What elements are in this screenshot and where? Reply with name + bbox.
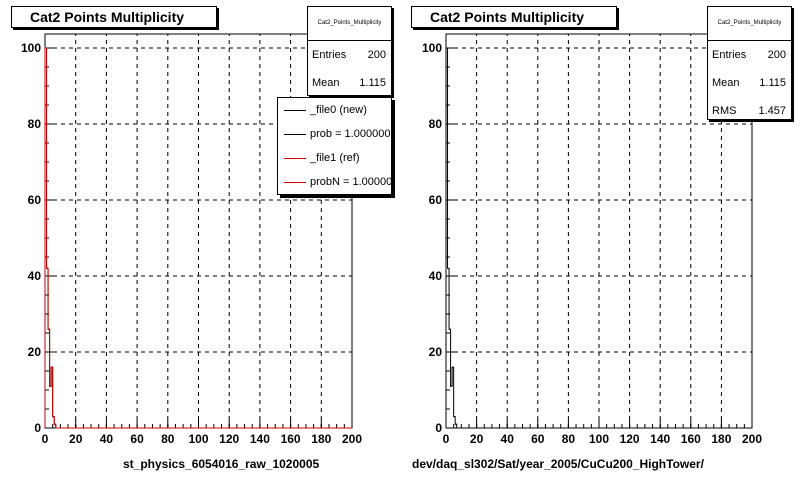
x-tick-label: 60 xyxy=(130,432,144,446)
stats-label: Entries xyxy=(712,49,747,61)
stats-label: Mean xyxy=(712,77,740,89)
stats-label: RMS xyxy=(712,105,737,117)
stats-title: Cat2_Points_Multiplicity xyxy=(308,7,391,41)
y-tick-label: 0 xyxy=(435,421,442,435)
y-tick-label: 80 xyxy=(28,117,42,131)
stats-value: 200 xyxy=(767,49,786,61)
x-tick-label: 80 xyxy=(161,432,175,446)
stats-value: 200 xyxy=(367,49,386,61)
legend-entry: _file1 (ref) xyxy=(278,147,391,171)
legend-entry: probN = 1.000000 xyxy=(278,171,392,194)
legend-swatch xyxy=(284,110,306,111)
y-tick-label: 60 xyxy=(429,193,443,207)
legend-label: _file1 (ref) xyxy=(310,152,360,164)
stats-row-mean: Mean 1.115 xyxy=(308,69,391,97)
legend-label: probN = 1.000000 xyxy=(310,176,392,188)
x-tick-label: 160 xyxy=(681,432,701,446)
stats-value: 1.457 xyxy=(758,105,786,117)
x-tick-label: 140 xyxy=(250,432,270,446)
y-tick-label: 100 xyxy=(21,41,41,55)
stats-box-right: Cat2_Points_Multiplicity Entries 200 Mea… xyxy=(707,6,792,120)
x-tick-label: 120 xyxy=(219,432,239,446)
x-tick-label: 100 xyxy=(589,432,609,446)
x-tick-label: 0 xyxy=(443,432,450,446)
legend-swatch xyxy=(284,134,306,135)
x-tick-label: 160 xyxy=(281,432,301,446)
x-tick-label: 20 xyxy=(470,432,484,446)
y-tick-label: 20 xyxy=(28,345,42,359)
x-axis-label-left: st_physics_6054016_raw_1020005 xyxy=(123,457,320,471)
y-tick-label: 20 xyxy=(429,345,443,359)
stats-label: Mean xyxy=(312,77,340,89)
stats-value: 1.115 xyxy=(759,77,786,89)
chart-title-left: Cat2 Points Multiplicity xyxy=(11,6,217,28)
y-tick-label: 40 xyxy=(28,269,42,283)
x-tick-label: 20 xyxy=(69,432,83,446)
x-tick-label: 180 xyxy=(711,432,731,446)
legend-swatch xyxy=(284,182,306,183)
x-tick-label: 40 xyxy=(501,432,515,446)
x-tick-label: 40 xyxy=(100,432,114,446)
histogram-series-0 xyxy=(445,47,752,429)
y-tick-label: 100 xyxy=(422,41,442,55)
x-tick-label: 80 xyxy=(562,432,576,446)
stats-row-entries: Entries 200 xyxy=(308,41,391,69)
stats-row-entries: Entries 200 xyxy=(708,41,791,69)
y-tick-label: 40 xyxy=(429,269,443,283)
x-tick-label: 120 xyxy=(620,432,640,446)
y-tick-label: 80 xyxy=(429,117,443,131)
legend-left: _file0 (new) prob = 1.000000 _file1 (ref… xyxy=(277,97,392,195)
legend-label: prob = 1.000000 xyxy=(310,128,391,140)
stats-label: Entries xyxy=(312,49,347,61)
y-tick-label: 0 xyxy=(34,421,41,435)
histogram-series-1 xyxy=(44,47,352,429)
legend-swatch xyxy=(284,158,306,159)
stats-box-left: Cat2_Points_Multiplicity Entries 200 Mea… xyxy=(307,6,392,96)
stats-row-rms: RMS 1.457 xyxy=(708,97,791,125)
y-tick-label: 60 xyxy=(28,193,42,207)
x-tick-label: 0 xyxy=(42,432,49,446)
chart-title-right: Cat2 Points Multiplicity xyxy=(411,6,617,28)
legend-label: _file0 (new) xyxy=(310,104,367,116)
x-tick-label: 140 xyxy=(650,432,670,446)
stats-value: 1.115 xyxy=(359,77,386,89)
x-tick-label: 100 xyxy=(188,432,208,446)
x-tick-label: 60 xyxy=(531,432,545,446)
legend-entry: prob = 1.000000 xyxy=(278,123,391,147)
stats-title: Cat2_Points_Multiplicity xyxy=(708,7,791,41)
x-axis-label-right: dev/daq_sl302/Sat/year_2005/CuCu200_High… xyxy=(412,457,704,471)
legend-entry: _file0 (new) xyxy=(278,99,391,123)
x-tick-label: 200 xyxy=(742,432,762,446)
x-tick-label: 180 xyxy=(311,432,331,446)
stats-row-mean: Mean 1.115 xyxy=(708,69,791,97)
x-tick-label: 200 xyxy=(342,432,362,446)
